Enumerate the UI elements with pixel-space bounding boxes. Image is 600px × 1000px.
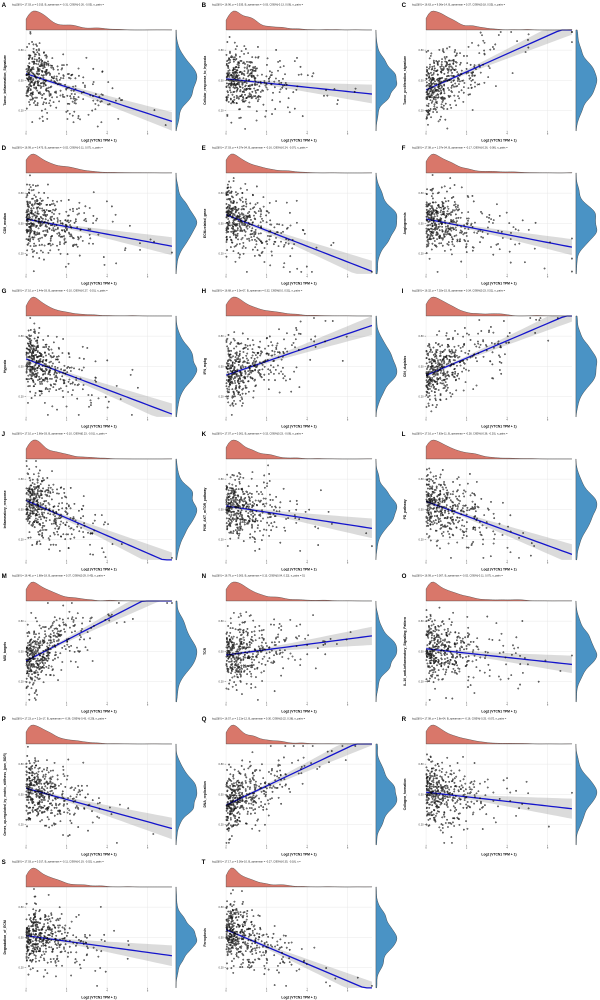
svg-text:D: D [2, 145, 7, 152]
svg-text:Log2 (VTCN1 TPM + 1): Log2 (VTCN1 TPM + 1) [281, 138, 316, 142]
svg-text:0.80: 0.80 [219, 477, 225, 481]
svg-text:Log2 (VTCN1 TPM + 1): Log2 (VTCN1 TPM + 1) [81, 567, 116, 571]
svg-text:A: A [2, 2, 7, 9]
svg-text:log10[X] = 16.68, p = 3.0e-07,: log10[X] = 16.68, p = 3.0e-07, B_spearma… [212, 288, 303, 292]
svg-text:F: F [402, 145, 406, 152]
svg-text:0.50: 0.50 [19, 364, 25, 368]
svg-text:K: K [202, 431, 207, 438]
svg-text:0.50: 0.50 [19, 221, 25, 225]
svg-text:0.50: 0.50 [219, 364, 225, 368]
svg-text:0.80: 0.80 [19, 48, 25, 52]
svg-text:IFN_mpkg: IFN_mpkg [203, 358, 207, 374]
svg-text:J: J [2, 431, 6, 438]
svg-text:0.20: 0.20 [219, 394, 225, 398]
svg-text:Log2 (VTCN1 TPM + 1): Log2 (VTCN1 TPM + 1) [281, 567, 316, 571]
svg-text:Log2 (VTCN1 TPM + 1): Log2 (VTCN1 TPM + 1) [81, 424, 116, 428]
svg-text:B: B [202, 2, 207, 9]
svg-text:Tumor_Inflammation_Signature: Tumor_Inflammation_Signature [3, 55, 7, 106]
svg-text:0.20: 0.20 [419, 109, 425, 113]
svg-text:0.50: 0.50 [219, 221, 225, 225]
svg-text:CD8_median: CD8_median [3, 213, 7, 233]
svg-text:Log2 (VTCN1 TPM + 1): Log2 (VTCN1 TPM + 1) [81, 138, 116, 142]
svg-text:Log2 (VTCN1 TPM + 1): Log2 (VTCN1 TPM + 1) [481, 138, 516, 142]
svg-text:0.80: 0.80 [19, 477, 25, 481]
svg-text:Tumor_proliferation_signature: Tumor_proliferation_signature [403, 56, 407, 105]
svg-text:log10[X] = 17.03, p = 4.07e-04: log10[X] = 17.03, p = 4.07e-04, B_spearm… [212, 145, 308, 149]
svg-text:Log2 (VTCN1 TPM + 1): Log2 (VTCN1 TPM + 1) [481, 424, 516, 428]
svg-text:0.20: 0.20 [19, 252, 25, 256]
svg-text:0.80: 0.80 [19, 191, 25, 195]
svg-text:0.80: 0.80 [219, 48, 225, 52]
svg-text:0.50: 0.50 [419, 221, 425, 225]
svg-text:0.20: 0.20 [219, 109, 225, 113]
svg-text:H: H [202, 288, 207, 295]
svg-text:log10[X] = 16.32, p = 7.02e-15: log10[X] = 16.32, p = 7.02e-15, B_spearm… [412, 288, 506, 292]
svg-text:0.20: 0.20 [219, 537, 225, 541]
svg-text:log10[X] = 17.08, p = 1.07e-04: log10[X] = 17.08, p = 1.07e-04, B_spearm… [412, 145, 508, 149]
svg-text:0.20: 0.20 [219, 252, 225, 256]
svg-text:Cellular_response_to_hypoxia: Cellular_response_to_hypoxia [203, 56, 207, 105]
svg-text:CIN_duplaiss: CIN_duplaiss [403, 355, 407, 377]
svg-text:0.80: 0.80 [19, 334, 25, 338]
svg-text:0.20: 0.20 [19, 394, 25, 398]
svg-text:0.20: 0.20 [419, 394, 425, 398]
svg-text:Log2 (VTCN1 TPM + 1): Log2 (VTCN1 TPM + 1) [81, 281, 116, 285]
svg-text:0.20: 0.20 [19, 537, 25, 541]
svg-text:log10[X] = 16.99, p = 0.473, B: log10[X] = 16.99, p = 0.473, B_spearman … [12, 145, 103, 149]
svg-text:log10[X] = 16.63, p = 9.06e-14: log10[X] = 16.63, p = 9.06e-14, B_spearm… [412, 2, 506, 6]
svg-text:Log2 (VTCN1 TPM + 1): Log2 (VTCN1 TPM + 1) [281, 281, 316, 285]
svg-text:0.50: 0.50 [19, 507, 25, 511]
svg-text:0.80: 0.80 [419, 191, 425, 195]
svg-text:log10[X] = 16.96, p = 0.535, B: log10[X] = 16.96, p = 0.535, B_spearman … [212, 2, 304, 6]
svg-text:0.50: 0.50 [419, 78, 425, 82]
svg-text:log10[X] = 17.07, p = 0.001, B: log10[X] = 17.07, p = 0.001, B_spearman … [212, 431, 304, 435]
svg-text:0.80: 0.80 [419, 334, 425, 338]
svg-text:I: I [402, 288, 404, 295]
svg-text:0.20: 0.20 [419, 252, 425, 256]
svg-text:0.20: 0.20 [19, 109, 25, 113]
svg-text:Log2 (VTCN1 TPM + 1): Log2 (VTCN1 TPM + 1) [281, 424, 316, 428]
svg-text:0.80: 0.80 [219, 334, 225, 338]
svg-text:log10[X] = 17.10, p = 2.44e-03: log10[X] = 17.10, p = 2.44e-03, B_spearm… [12, 288, 108, 292]
svg-text:Inflammatory_response: Inflammatory_response [3, 490, 7, 528]
svg-text:log10[X] = 17.10, p = 2.66e-03: log10[X] = 17.10, p = 2.66e-03, B_spearm… [12, 431, 107, 435]
svg-text:log10[X] = 17.03, p = 0.015, B: log10[X] = 17.03, p = 0.015, B_spearman … [12, 2, 104, 6]
svg-text:G: G [2, 288, 7, 295]
svg-text:ECM-related_gene: ECM-related_gene [203, 208, 207, 238]
svg-text:L: L [402, 431, 406, 438]
svg-text:log10[X] = 17.16, p = 7.83e-11: log10[X] = 17.16, p = 7.83e-11, B_spearm… [412, 431, 508, 435]
svg-text:0.80: 0.80 [419, 48, 425, 52]
svg-text:0.50: 0.50 [19, 78, 25, 82]
svg-text:0.50: 0.50 [219, 78, 225, 82]
svg-text:E: E [202, 145, 206, 152]
svg-text:Hypoxia: Hypoxia [3, 359, 7, 372]
svg-text:C: C [402, 2, 407, 9]
svg-text:Log2 (VTCN1 TPM + 1): Log2 (VTCN1 TPM + 1) [481, 281, 516, 285]
svg-text:0.80: 0.80 [219, 191, 225, 195]
svg-text:0.50: 0.50 [419, 364, 425, 368]
svg-text:PI3K_AKT_mTOR_pathway: PI3K_AKT_mTOR_pathway [203, 487, 207, 531]
svg-text:0.50: 0.50 [219, 507, 225, 511]
svg-text:Angiogenesis: Angiogenesis [403, 212, 407, 234]
